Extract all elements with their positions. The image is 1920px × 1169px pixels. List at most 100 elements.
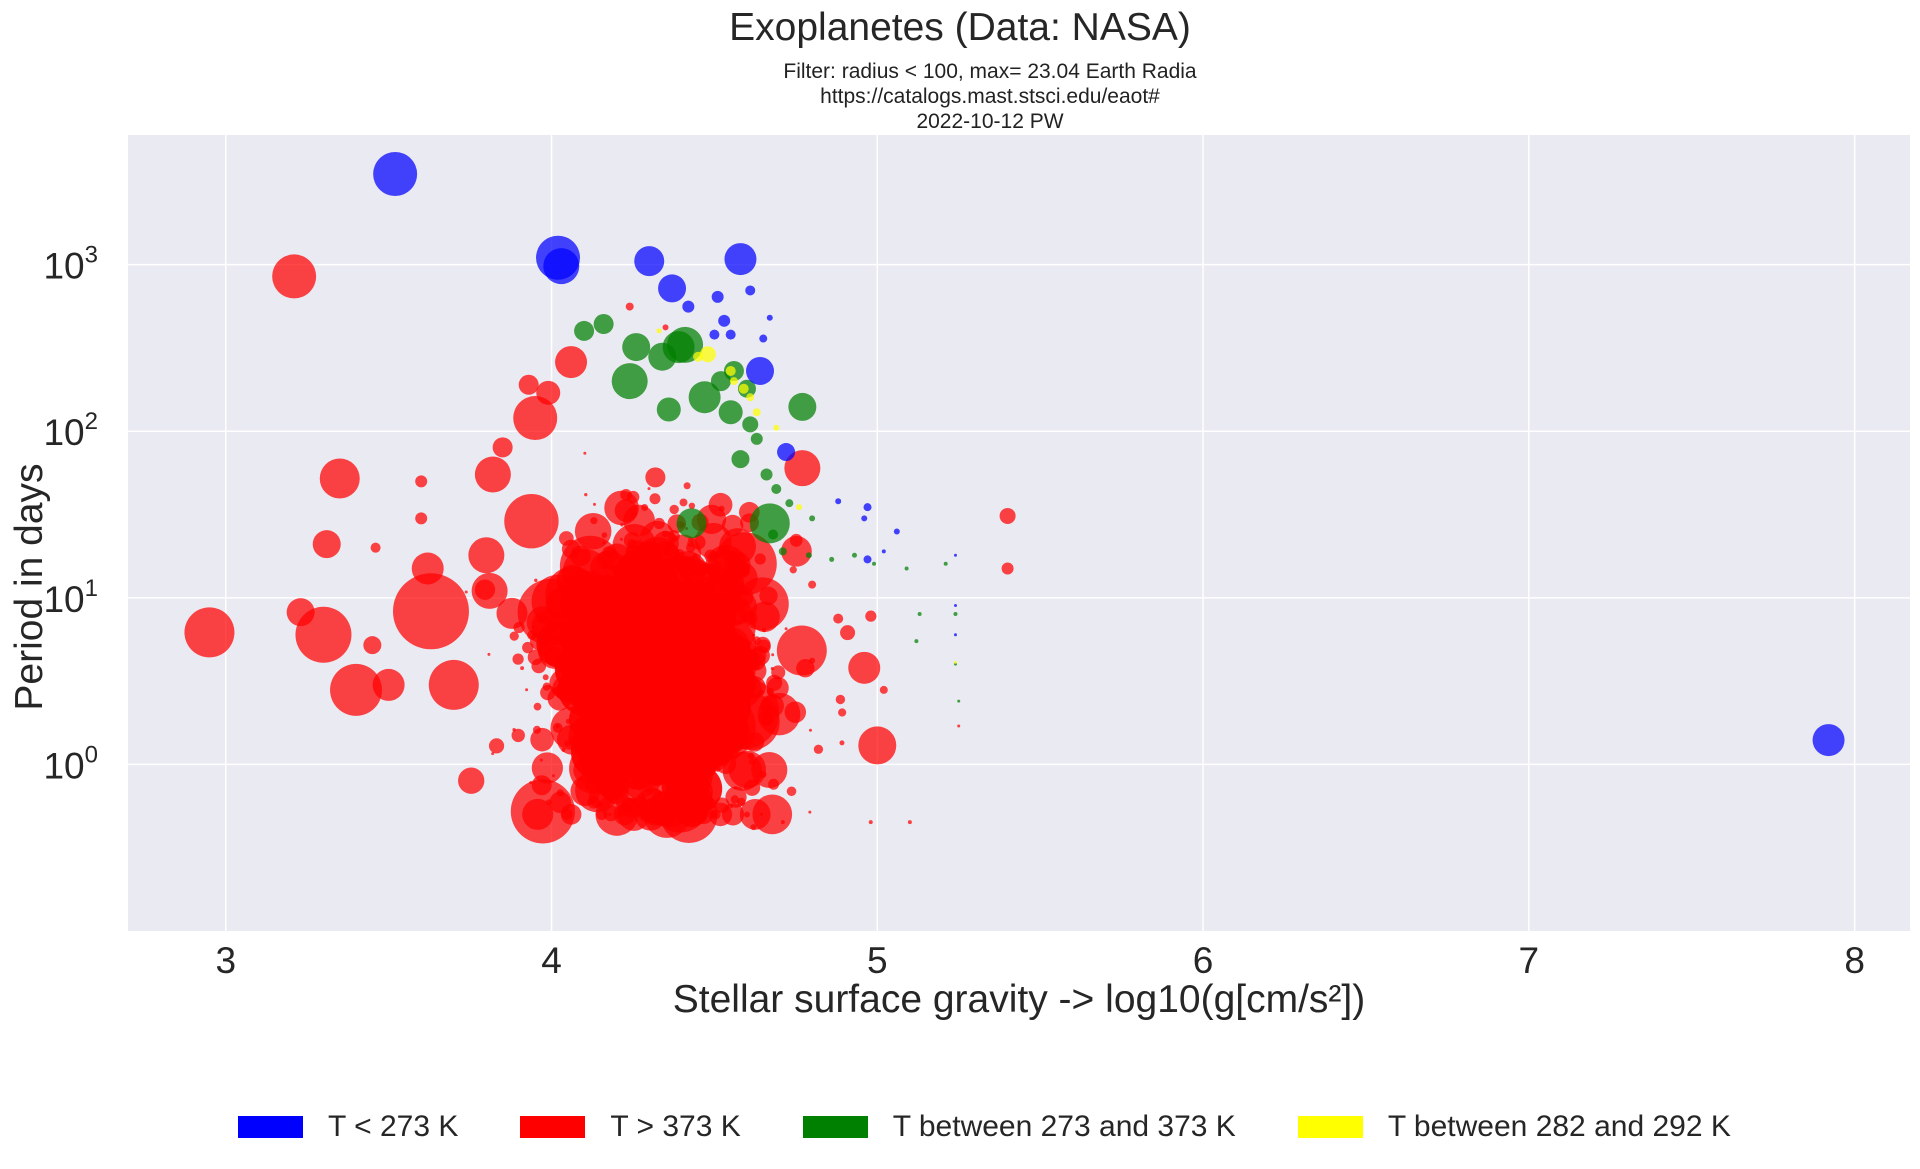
data-point bbox=[851, 552, 857, 558]
data-point bbox=[709, 329, 720, 340]
data-point bbox=[504, 494, 559, 549]
data-point bbox=[777, 443, 796, 462]
legend-swatch-green bbox=[802, 1116, 868, 1138]
data-point bbox=[953, 603, 957, 607]
data-point bbox=[683, 482, 691, 490]
data-point bbox=[372, 668, 405, 701]
legend-label-cold: T < 273 K bbox=[328, 1110, 459, 1143]
data-point bbox=[272, 254, 317, 299]
data-point bbox=[757, 689, 764, 696]
data-point bbox=[411, 552, 444, 585]
chart-subtitle-url: https://catalogs.mast.stsci.edu/eaot# bbox=[820, 85, 1160, 108]
data-point bbox=[605, 682, 655, 731]
data-point bbox=[488, 738, 505, 754]
data-point bbox=[622, 333, 651, 362]
data-point bbox=[861, 515, 868, 522]
data-point bbox=[731, 450, 750, 469]
data-point bbox=[879, 685, 888, 694]
data-point bbox=[468, 537, 505, 574]
data-point bbox=[530, 727, 554, 752]
data-point bbox=[330, 663, 383, 716]
legend-item-temperate: T between 273 and 373 K bbox=[802, 1110, 1236, 1144]
data-point bbox=[363, 636, 382, 655]
data-point bbox=[725, 329, 736, 340]
data-point bbox=[415, 512, 428, 525]
data-point bbox=[522, 641, 534, 654]
data-point bbox=[699, 346, 716, 363]
data-point bbox=[648, 342, 677, 371]
data-point bbox=[953, 553, 957, 557]
data-point bbox=[780, 820, 785, 825]
data-point bbox=[619, 546, 670, 597]
data-point bbox=[688, 502, 696, 510]
data-point bbox=[953, 660, 957, 664]
data-point bbox=[511, 728, 525, 743]
data-point bbox=[730, 579, 745, 594]
x-axis-label: Stellar surface gravity -> log10(g[cm/s²… bbox=[672, 978, 1366, 1021]
data-point bbox=[643, 668, 695, 720]
data-point bbox=[858, 726, 897, 765]
data-point bbox=[718, 314, 731, 327]
data-point bbox=[808, 810, 812, 814]
series-1 bbox=[184, 254, 1016, 844]
data-point bbox=[622, 633, 655, 666]
data-point bbox=[766, 314, 773, 321]
data-point bbox=[738, 383, 749, 394]
data-point bbox=[848, 651, 881, 684]
data-point bbox=[805, 552, 812, 559]
data-point bbox=[625, 302, 634, 311]
data-point bbox=[669, 504, 679, 515]
data-point bbox=[786, 786, 797, 797]
data-point bbox=[833, 613, 844, 624]
plot-area bbox=[128, 135, 1910, 931]
data-point bbox=[835, 694, 846, 705]
data-point bbox=[752, 408, 761, 417]
x-tick-label: 7 bbox=[1519, 940, 1540, 981]
data-point bbox=[487, 652, 491, 656]
data-point bbox=[415, 475, 428, 488]
data-point bbox=[953, 611, 958, 616]
data-point bbox=[638, 726, 690, 779]
data-point bbox=[555, 346, 588, 379]
data-point bbox=[702, 562, 711, 570]
data-point bbox=[533, 702, 542, 711]
data-point bbox=[999, 507, 1016, 524]
x-tick-label: 4 bbox=[541, 940, 562, 981]
data-point bbox=[710, 371, 731, 392]
data-point bbox=[525, 688, 529, 692]
data-point bbox=[513, 396, 558, 441]
data-point bbox=[542, 674, 549, 681]
data-point bbox=[745, 285, 756, 296]
data-point bbox=[636, 810, 641, 815]
series-0 bbox=[373, 151, 1845, 757]
data-point bbox=[688, 381, 721, 414]
data-point bbox=[392, 573, 469, 650]
data-point bbox=[957, 699, 961, 703]
data-point bbox=[730, 795, 739, 804]
data-point bbox=[813, 744, 824, 754]
data-point bbox=[620, 523, 624, 527]
data-point bbox=[808, 728, 812, 732]
data-point bbox=[428, 659, 479, 710]
data-point bbox=[682, 300, 695, 313]
data-point bbox=[319, 458, 360, 499]
data-point bbox=[778, 547, 787, 556]
data-point bbox=[593, 502, 597, 506]
data-point bbox=[789, 566, 797, 574]
data-point bbox=[474, 456, 511, 493]
data-point bbox=[492, 437, 513, 458]
legend-swatch-blue bbox=[238, 1116, 303, 1138]
data-point bbox=[711, 811, 718, 818]
data-point bbox=[760, 694, 784, 718]
data-point bbox=[693, 643, 727, 676]
data-point bbox=[575, 768, 620, 813]
data-point bbox=[593, 314, 614, 335]
data-point bbox=[649, 493, 661, 505]
data-point bbox=[957, 724, 961, 728]
data-point bbox=[649, 807, 653, 811]
x-tick-label: 3 bbox=[215, 940, 236, 981]
data-point bbox=[674, 764, 723, 813]
data-point bbox=[746, 393, 755, 402]
data-point bbox=[754, 663, 761, 670]
data-point bbox=[496, 597, 528, 629]
